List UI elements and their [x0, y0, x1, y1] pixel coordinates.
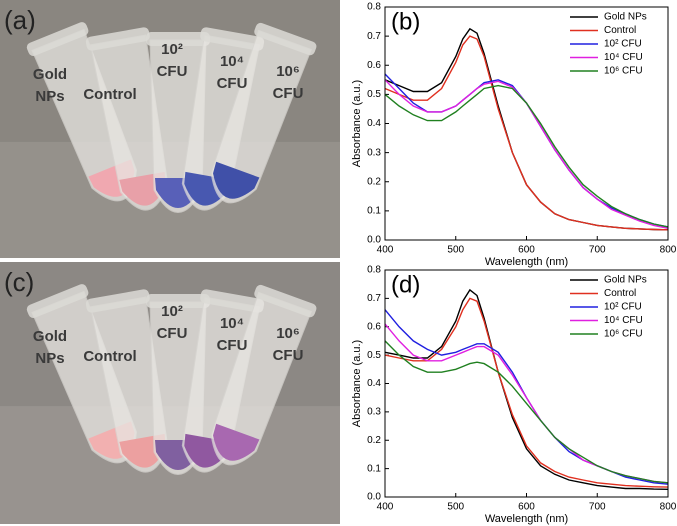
- legend-label: 10⁴ CFU: [604, 52, 643, 63]
- x-axis-label: Wavelength (nm): [485, 513, 568, 525]
- tube-cap: [146, 294, 210, 308]
- panel-label: (d): [391, 271, 420, 298]
- y-tick-label: 0.8: [367, 2, 381, 13]
- series-line: [384, 79, 669, 229]
- x-tick-label: 800: [660, 245, 677, 256]
- tube-label: CFU: [157, 325, 188, 342]
- tube-label: 10⁶: [276, 325, 300, 342]
- tube-cap: [26, 284, 89, 319]
- tube-label: NPs: [35, 350, 64, 367]
- tube-label: 10⁶: [276, 63, 300, 80]
- chart: 0.0 0.1 0.2 0.3 0.4 0.5 0.6 0.7 0.8 400 500 600 700 8…: [351, 2, 677, 268]
- tube-label: 10²: [161, 303, 183, 320]
- tube-label: CFU: [273, 85, 304, 102]
- tube-label: 10²: [161, 41, 183, 58]
- x-tick-label: 400: [377, 245, 394, 256]
- tube-cap: [200, 27, 265, 51]
- photo: (c) Gold NPs Control 10² CFU 10⁴ CFU 10⁶ CFU: [0, 262, 340, 524]
- x-tick-label: 400: [377, 502, 394, 513]
- series-line: [384, 297, 669, 488]
- y-axis-label: Absorbance (a.u.): [351, 340, 363, 427]
- tube-liquid: [213, 423, 260, 461]
- tube-label: CFU: [217, 337, 248, 354]
- x-tick-label: 700: [589, 502, 606, 513]
- legend-label: 10⁶ CFU: [604, 329, 643, 340]
- legend-label: Gold NPs: [604, 275, 647, 286]
- legend-label: Control: [604, 288, 636, 299]
- tube-cap: [26, 22, 89, 57]
- tube-liquid: [213, 161, 260, 199]
- plot-frame: [384, 6, 669, 241]
- y-tick-label: 0.3: [367, 407, 381, 418]
- x-tick-label: 500: [447, 502, 464, 513]
- legend-label: Control: [604, 25, 636, 36]
- tube-cap: [146, 32, 210, 46]
- y-tick-label: 0.2: [367, 176, 381, 187]
- y-tick-label: 0.8: [367, 265, 381, 276]
- y-tick-label: 0.5: [367, 89, 381, 100]
- y-tick-label: 0.7: [367, 293, 381, 304]
- legend-label: 10² CFU: [604, 302, 642, 313]
- y-tick-label: 0.1: [367, 206, 381, 217]
- tube-cap: [85, 289, 150, 313]
- y-tick-label: 0.4: [367, 118, 381, 129]
- tube-label: NPs: [35, 88, 64, 105]
- y-tick-label: 0.6: [367, 321, 381, 332]
- legend-label: Gold NPs: [604, 12, 647, 23]
- tube-label: Control: [83, 86, 136, 103]
- tube-cap: [200, 289, 265, 313]
- series-line: [384, 340, 669, 484]
- chart: 0.0 0.1 0.2 0.3 0.4 0.5 0.6 0.7 0.8 400 500 600 700 8…: [351, 265, 677, 525]
- series-line: [384, 288, 669, 490]
- y-tick-label: 0.3: [367, 147, 381, 158]
- x-tick-label: 500: [447, 245, 464, 256]
- y-tick-label: 0.5: [367, 350, 381, 361]
- legend-label: 10⁴ CFU: [604, 315, 643, 326]
- photo: (a) Gold NPs Control 10² CFU 10⁴ CFU 10⁶ CFU: [0, 0, 340, 258]
- y-tick-label: 0.0: [367, 235, 381, 246]
- y-tick-label: 0.6: [367, 60, 381, 71]
- x-axis-label: Wavelength (nm): [485, 256, 568, 268]
- tube: [210, 22, 317, 204]
- y-tick-label: 0.4: [367, 378, 381, 389]
- tube: [210, 284, 317, 466]
- photo-label: (c): [4, 267, 34, 297]
- tube-label: 10⁴: [220, 53, 244, 70]
- tube-label: CFU: [157, 63, 188, 80]
- tube-cap: [254, 284, 317, 318]
- plot-frame: [384, 269, 669, 498]
- tube-body: [210, 291, 312, 466]
- y-tick-label: 0.0: [367, 492, 381, 503]
- tube-cap: [254, 22, 317, 56]
- tube-label: CFU: [217, 75, 248, 92]
- x-tick-label: 800: [660, 502, 677, 513]
- legend-label: 10² CFU: [604, 39, 642, 50]
- tube: [85, 27, 169, 211]
- y-tick-label: 0.1: [367, 463, 381, 474]
- photo-label: (a): [4, 5, 36, 35]
- x-tick-label: 600: [518, 502, 535, 513]
- tube-cap: [85, 27, 150, 51]
- tube-label: Gold: [33, 66, 67, 83]
- series-line: [384, 84, 669, 228]
- y-axis-label: Absorbance (a.u.): [351, 80, 363, 167]
- series-line: [384, 35, 669, 231]
- x-tick-label: 700: [589, 245, 606, 256]
- series-line: [384, 73, 669, 228]
- tube-label: Gold: [33, 328, 67, 345]
- panel-label: (b): [391, 8, 420, 35]
- y-tick-label: 0.7: [367, 31, 381, 42]
- x-tick-label: 600: [518, 245, 535, 256]
- y-tick-label: 0.2: [367, 435, 381, 446]
- tube-body: [210, 29, 312, 204]
- tube-label: CFU: [273, 347, 304, 364]
- legend-label: 10⁶ CFU: [604, 66, 643, 77]
- tube-label: 10⁴: [220, 315, 244, 332]
- tube-label: Control: [83, 348, 136, 365]
